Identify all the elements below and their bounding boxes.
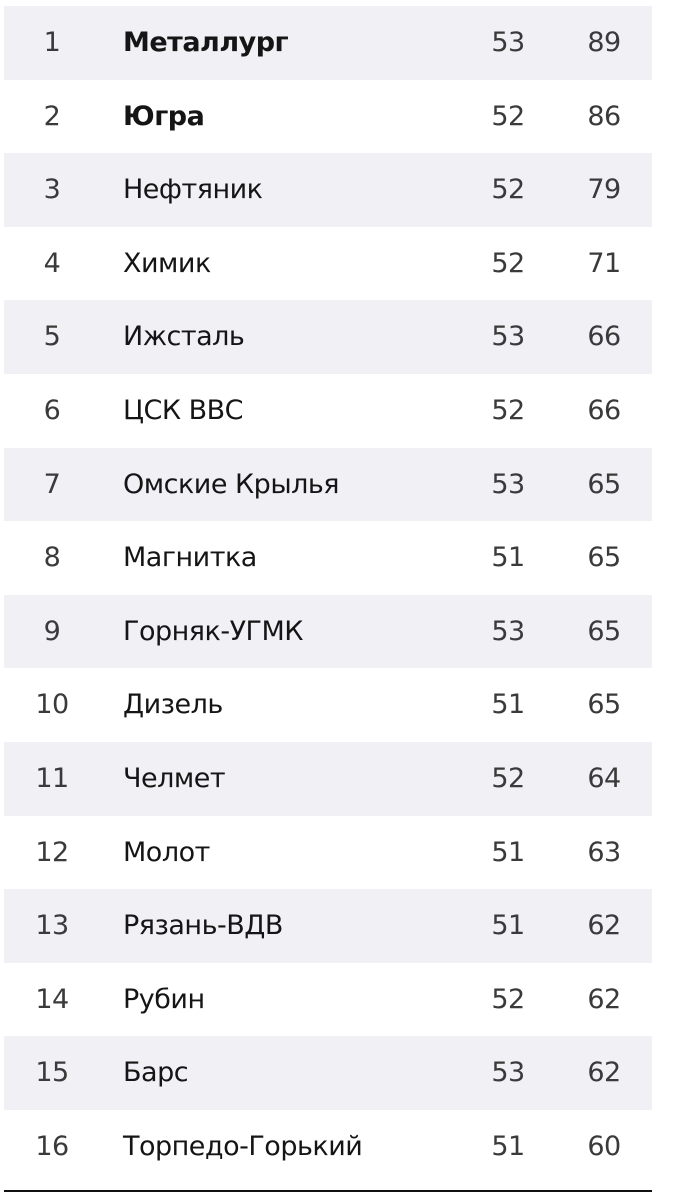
points-cell: 65 (587, 689, 621, 721)
points-cell: 62 (587, 983, 621, 1015)
team-name-cell: Югра (123, 100, 205, 132)
table-row: 5 Ижсталь 53 66 (4, 300, 652, 374)
position-cell: 11 (35, 762, 69, 794)
team-name-cell: Магнитка (123, 542, 257, 574)
team-name-cell: Барс (123, 1057, 189, 1089)
games-cell: 51 (491, 836, 525, 868)
games-cell: 53 (491, 321, 525, 353)
points-cell: 66 (587, 394, 621, 426)
table-row: 15 Барс 53 62 (4, 1036, 652, 1110)
games-cell: 52 (491, 174, 525, 206)
team-name-cell: Нефтяник (123, 174, 263, 206)
team-name-cell: Челмет (123, 762, 226, 794)
position-cell: 4 (43, 247, 61, 279)
team-name-cell: Омские Крылья (123, 468, 340, 500)
position-cell: 5 (43, 321, 61, 353)
team-name-cell: Рязань-ВДВ (123, 910, 283, 942)
table-row: 9 Горняк-УГМК 53 65 (4, 594, 652, 669)
table-row: 2 Югра 52 86 (4, 80, 652, 154)
position-cell: 6 (43, 394, 61, 426)
games-cell: 51 (491, 689, 525, 721)
games-cell: 51 (491, 910, 525, 942)
team-name-cell: Дизель (123, 689, 223, 721)
position-cell: 1 (43, 27, 61, 58)
table-row: 16 Торпедо-Горький 51 60 (4, 1110, 652, 1184)
team-name-cell: Торпедо-Горький (123, 1130, 363, 1162)
games-cell: 52 (491, 247, 525, 279)
team-name-cell: Ижсталь (123, 321, 245, 353)
table-row: 1 Металлург 53 89 (4, 6, 652, 80)
table-row: 6 ЦСК ВВС 52 66 (4, 374, 652, 448)
position-cell: 13 (35, 910, 69, 942)
table-row: 8 Магнитка 51 65 (4, 521, 652, 595)
position-cell: 14 (35, 983, 69, 1015)
team-name-cell: ЦСК ВВС (123, 394, 243, 426)
points-cell: 86 (587, 100, 621, 132)
table-row: 10 Дизель 51 65 (4, 668, 652, 742)
points-cell: 65 (587, 468, 621, 500)
standings-table: 1 Металлург 53 89 2 Югра 52 86 3 Нефтяник 52 79 4 Хим… (4, 6, 652, 1184)
table-row: 7 Омские Крылья 53 65 (4, 447, 652, 522)
table-row: 3 Нефтяник 52 79 (4, 153, 652, 227)
points-cell: 62 (587, 1057, 621, 1089)
games-cell: 53 (491, 615, 525, 647)
games-cell: 52 (491, 100, 525, 132)
position-cell: 2 (43, 100, 61, 132)
games-cell: 52 (491, 394, 525, 426)
team-name-cell: Рубин (123, 983, 205, 1015)
games-cell: 53 (491, 27, 525, 58)
games-cell: 52 (491, 983, 525, 1015)
points-cell: 66 (587, 321, 621, 353)
points-cell: 60 (587, 1130, 621, 1162)
position-cell: 12 (35, 836, 69, 868)
table-row: 13 Рязань-ВДВ 51 62 (4, 889, 652, 963)
table-row: 14 Рубин 52 62 (4, 963, 652, 1037)
position-cell: 3 (43, 174, 61, 206)
team-name-cell: Металлург (123, 27, 289, 58)
points-cell: 64 (587, 762, 621, 794)
points-cell: 71 (587, 247, 621, 279)
points-cell: 89 (587, 27, 621, 58)
games-cell: 52 (491, 762, 525, 794)
position-cell: 7 (43, 468, 61, 500)
team-name-cell: Горняк-УГМК (123, 615, 303, 647)
points-cell: 65 (587, 542, 621, 574)
games-cell: 51 (491, 1130, 525, 1162)
position-cell: 15 (35, 1057, 69, 1089)
games-cell: 51 (491, 542, 525, 574)
table-bottom-rule (4, 1190, 652, 1192)
position-cell: 8 (43, 542, 61, 574)
position-cell: 10 (35, 689, 69, 721)
points-cell: 63 (587, 836, 621, 868)
position-cell: 16 (35, 1130, 69, 1162)
points-cell: 62 (587, 910, 621, 942)
points-cell: 79 (587, 174, 621, 206)
team-name-cell: Химик (123, 247, 211, 279)
games-cell: 53 (491, 1057, 525, 1089)
points-cell: 65 (587, 615, 621, 647)
position-cell: 9 (43, 615, 61, 647)
table-row: 11 Челмет 52 64 (4, 741, 652, 816)
table-row: 12 Молот 51 63 (4, 816, 652, 890)
games-cell: 53 (491, 468, 525, 500)
table-row: 4 Химик 52 71 (4, 227, 652, 301)
team-name-cell: Молот (123, 836, 210, 868)
